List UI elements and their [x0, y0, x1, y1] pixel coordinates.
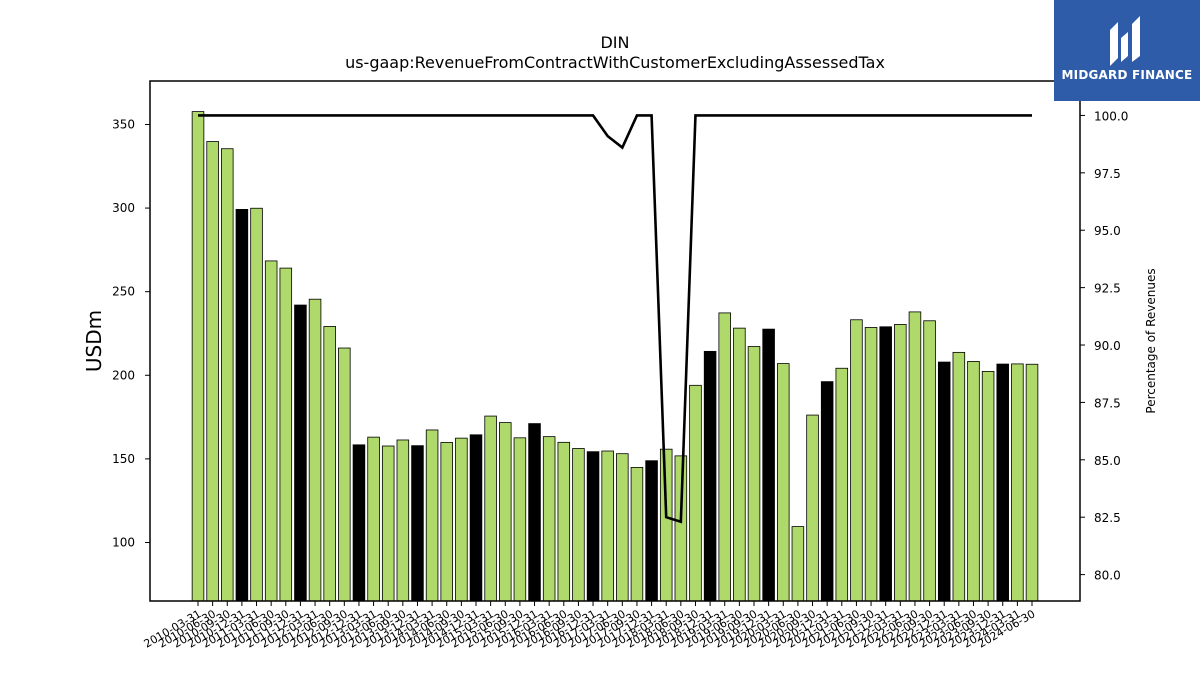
bar-2014-12-31	[469, 434, 483, 602]
bar-2012-12-31	[352, 444, 366, 602]
plot-frame	[149, 80, 1081, 602]
bar-2023-09-30	[981, 371, 995, 602]
y-tick-label-150: 150	[112, 452, 135, 466]
bar-2022-03-31	[894, 324, 907, 602]
y-axis-left: 100 150 200 250 300 350	[112, 117, 150, 549]
logo-badge: MIDGARD FINANCE	[1054, 0, 1200, 101]
bar-2019-12-31	[762, 328, 775, 602]
bar-2019-06-30	[733, 327, 746, 602]
y2-tick-label-87.5: 87.5	[1094, 396, 1121, 410]
chart-title: DIN	[600, 33, 629, 52]
bar-2021-03-31	[835, 367, 849, 602]
x-axis: 2010-03-312010-06-302010-09-302010-12-31…	[142, 601, 1038, 651]
bar-2014-09-30	[455, 437, 468, 602]
bar-2010-12-31	[235, 209, 249, 602]
bar-2015-09-30	[513, 437, 527, 602]
bar-2010-09-30	[221, 148, 234, 602]
bar-2021-12-31	[879, 326, 892, 602]
bar-2021-06-30	[850, 319, 863, 602]
bar-2017-12-31	[645, 460, 658, 602]
y2-tick-label-92.5: 92.5	[1094, 282, 1121, 296]
bar-2012-09-30	[338, 347, 351, 602]
y2-tick-label-85.0: 85.0	[1094, 454, 1121, 468]
bar-2017-03-31	[601, 450, 614, 602]
bar-2019-09-30	[747, 346, 761, 602]
bar-2023-03-31	[952, 351, 966, 602]
bar-2018-12-31	[703, 350, 717, 602]
bar-2016-09-30	[572, 448, 585, 602]
bar-2016-03-31	[542, 436, 556, 602]
bar-2022-12-31	[937, 361, 951, 602]
y2-tick-label-80.0: 80.0	[1094, 569, 1121, 583]
y2-tick-label-97.5: 97.5	[1094, 167, 1121, 181]
bar-2011-09-30	[279, 267, 293, 602]
chart-subtitle: us-gaap:RevenueFromContractWithCustomerE…	[345, 53, 885, 72]
bar-2022-09-30	[923, 320, 936, 602]
bar-2012-03-31	[308, 298, 322, 602]
y2-tick-label-82.5: 82.5	[1094, 511, 1121, 525]
y2-tick-label-95.0: 95.0	[1094, 224, 1121, 238]
bar-2011-03-31	[250, 207, 263, 602]
bar-2011-06-30	[264, 260, 278, 602]
bar-2010-03-31	[191, 111, 205, 602]
bar-2015-03-31	[484, 415, 497, 602]
bar-2020-09-30	[806, 414, 819, 602]
bar-2011-12-31	[294, 304, 307, 602]
bar-2013-06-30	[381, 445, 395, 602]
line-series-group	[198, 114, 1032, 524]
bar-2015-12-31	[528, 423, 541, 602]
bar-2022-06-30	[908, 311, 922, 602]
bar-2024-06-30	[1025, 363, 1039, 602]
bar-2012-06-30	[323, 326, 336, 602]
bar-2020-06-30	[791, 526, 805, 602]
bar-2015-06-30	[499, 422, 512, 602]
y-tick-label-200: 200	[112, 368, 135, 382]
bar-2013-12-31	[411, 445, 424, 602]
bar-2018-06-30	[674, 455, 688, 602]
y-axis-right: 80.0 82.5 85.0 87.5 90.0 92.5 95.0 97.5 100.0	[1080, 109, 1128, 583]
logo-text: MIDGARD FINANCE	[1061, 68, 1193, 82]
bar-2018-09-30	[689, 384, 702, 602]
bar-2017-09-30	[630, 467, 644, 602]
bar-2016-06-30	[557, 441, 571, 602]
bar-2014-06-30	[440, 442, 453, 602]
y-tick-label-350: 350	[112, 117, 135, 131]
bars-group	[191, 111, 1039, 602]
midgard-finance-logo-icon	[1110, 16, 1140, 66]
y2-tick-label-100.0: 100.0	[1094, 109, 1128, 123]
bar-2018-03-31	[659, 448, 673, 602]
y-axis-label: USDm	[82, 310, 106, 372]
bar-2020-03-31	[777, 363, 790, 602]
y-tick-label-250: 250	[112, 285, 135, 299]
bar-2021-09-30	[864, 327, 878, 602]
y2-axis-label: Percentage of Revenues	[1144, 268, 1158, 413]
bar-2010-06-30	[206, 141, 219, 602]
bar-2024-03-31	[1011, 363, 1024, 602]
y2-tick-label-90.0: 90.0	[1094, 339, 1121, 353]
bar-2023-12-31	[996, 363, 1009, 602]
percentage-line	[198, 114, 1032, 524]
bar-2013-09-30	[396, 439, 410, 602]
bar-2016-12-31	[586, 451, 600, 602]
bar-2013-03-31	[367, 436, 380, 602]
y-tick-label-100: 100	[112, 535, 135, 549]
bar-2023-06-30	[967, 360, 980, 602]
bar-2019-03-31	[718, 312, 731, 602]
bar-2017-06-30	[616, 453, 629, 602]
bar-2014-03-31	[425, 429, 439, 602]
y-tick-label-300: 300	[112, 201, 135, 215]
bar-2020-12-31	[820, 381, 834, 602]
